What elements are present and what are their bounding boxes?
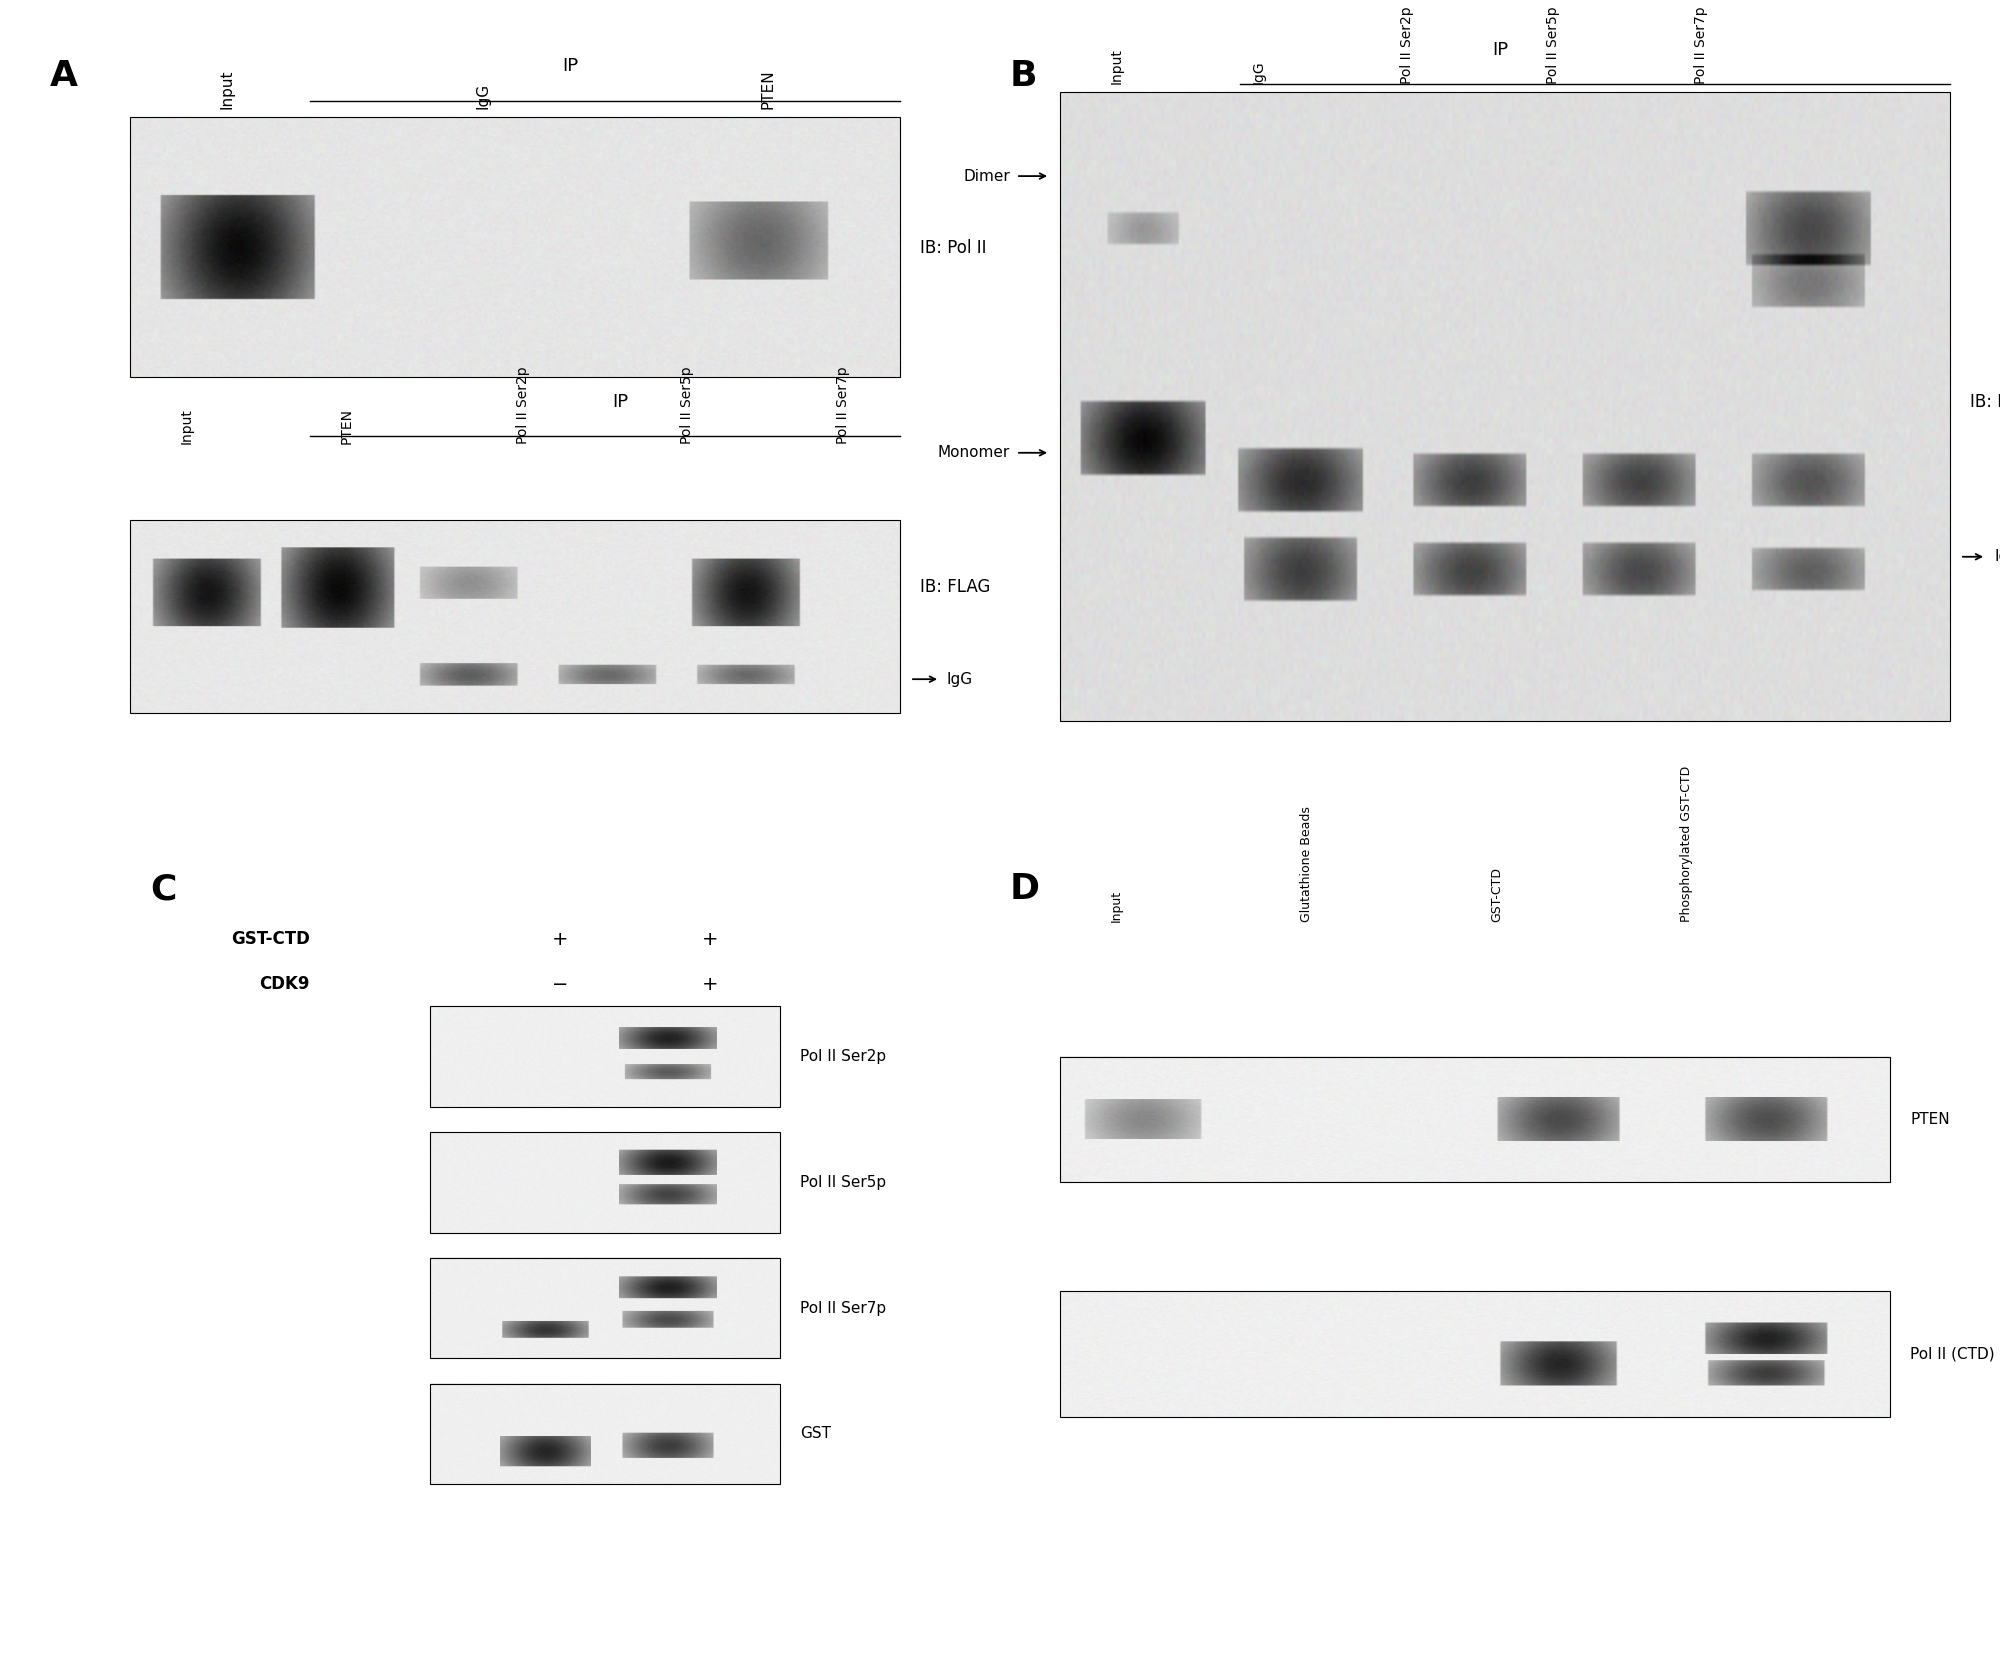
- Text: IgG: IgG: [476, 82, 492, 109]
- Text: Dimer: Dimer: [964, 169, 1010, 183]
- Text: GST: GST: [800, 1427, 832, 1441]
- Text: IB: FLAG: IB: FLAG: [920, 579, 990, 595]
- Text: Input: Input: [220, 69, 236, 109]
- Text: IgG: IgG: [1994, 550, 2000, 563]
- Bar: [130, 117, 900, 377]
- Text: Pol II (CTD): Pol II (CTD): [1910, 1347, 1994, 1362]
- Bar: [430, 1258, 780, 1358]
- Text: D: D: [1010, 872, 1040, 906]
- Text: Pol II Ser7p: Pol II Ser7p: [836, 367, 850, 444]
- Text: PTEN: PTEN: [340, 409, 354, 444]
- Bar: [430, 1384, 780, 1484]
- Bar: [1060, 1057, 1890, 1182]
- Text: Pol II Ser5p: Pol II Ser5p: [680, 367, 694, 444]
- Text: PTEN: PTEN: [760, 69, 776, 109]
- Text: Pol II Ser2p: Pol II Ser2p: [1400, 7, 1414, 84]
- Bar: [1060, 92, 1950, 721]
- Text: GST-CTD: GST-CTD: [1490, 867, 1504, 922]
- Bar: [430, 1006, 780, 1107]
- Text: Glutathione Beads: Glutathione Beads: [1300, 807, 1312, 922]
- Text: IP: IP: [612, 392, 628, 411]
- Text: −: −: [552, 974, 568, 994]
- Text: +: +: [702, 974, 718, 994]
- Text: Pol II Ser7p: Pol II Ser7p: [1694, 7, 1708, 84]
- Text: Pol II Ser2p: Pol II Ser2p: [800, 1050, 886, 1063]
- Bar: [430, 1132, 780, 1233]
- Text: IgG: IgG: [946, 672, 972, 686]
- Text: IP: IP: [562, 57, 578, 75]
- Text: IP: IP: [1492, 40, 1508, 59]
- Text: Input: Input: [180, 409, 194, 444]
- Text: Pol II Ser2p: Pol II Ser2p: [516, 367, 530, 444]
- Text: +: +: [702, 929, 718, 949]
- Text: Input: Input: [1110, 49, 1124, 84]
- Text: IB: Pol II: IB: Pol II: [920, 240, 986, 257]
- Text: Monomer: Monomer: [938, 446, 1010, 459]
- Text: Pol II Ser5p: Pol II Ser5p: [1546, 7, 1560, 84]
- Text: +: +: [552, 929, 568, 949]
- Text: Phosphorylated GST-CTD: Phosphorylated GST-CTD: [1680, 766, 1692, 922]
- Text: C: C: [150, 872, 176, 906]
- Text: GST-CTD: GST-CTD: [232, 931, 310, 948]
- Text: IB: Flag: IB: Flag: [1970, 394, 2000, 411]
- Text: CDK9: CDK9: [260, 976, 310, 993]
- Text: A: A: [50, 59, 78, 92]
- Text: Input: Input: [1110, 890, 1124, 922]
- Text: PTEN: PTEN: [1910, 1112, 1950, 1127]
- Bar: [130, 520, 900, 713]
- Text: IgG: IgG: [1252, 60, 1266, 84]
- Text: Pol II Ser5p: Pol II Ser5p: [800, 1176, 886, 1189]
- Bar: [1060, 1291, 1890, 1417]
- Text: Pol II Ser7p: Pol II Ser7p: [800, 1301, 886, 1315]
- Text: B: B: [1010, 59, 1038, 92]
